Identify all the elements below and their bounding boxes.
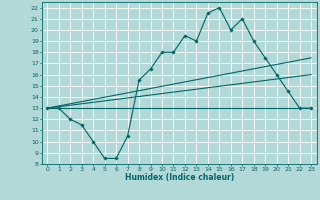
- X-axis label: Humidex (Indice chaleur): Humidex (Indice chaleur): [124, 173, 234, 182]
